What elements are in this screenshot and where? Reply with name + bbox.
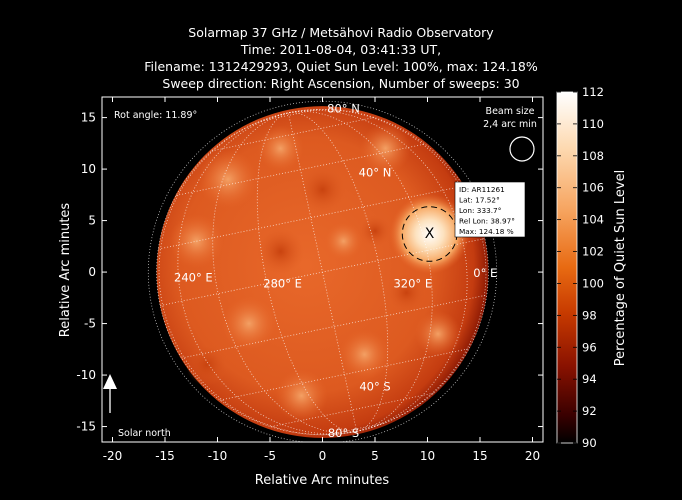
active-region-marker: X	[425, 226, 435, 242]
y-tick-label: -5	[84, 317, 96, 331]
y-tick-label: 10	[81, 162, 96, 176]
y-tick-label: 15	[81, 111, 96, 125]
disk-texture-blob	[387, 273, 426, 312]
grid-label: 280° E	[263, 277, 302, 291]
x-tick-label: 0	[319, 449, 327, 463]
grid-label: 320° E	[393, 277, 432, 291]
colorbar-tick-label: 106	[582, 181, 604, 195]
x-tick-label: -15	[155, 449, 175, 463]
solar-north-arrow	[103, 374, 117, 413]
grid-label: 40° N	[359, 165, 392, 179]
grid-label: 80° S	[328, 426, 359, 440]
longitude-line	[256, 112, 357, 433]
y-axis-label: Relative Arc minutes	[58, 203, 73, 338]
info-line-rel-lon: Rel Lon: 38.97°	[459, 217, 515, 226]
limb-line	[156, 108, 489, 436]
y-tick-label: 5	[88, 214, 96, 228]
longitude-line	[212, 112, 357, 434]
x-tick-label: -5	[264, 449, 276, 463]
grid-label: 0° E	[473, 266, 497, 280]
colorbar-tick-label: 90	[582, 436, 597, 450]
latitude-line	[220, 348, 470, 401]
y-tick-label: -15	[76, 420, 96, 434]
x-axis: -20 -15 -10 -5 0 5 10 15 20	[103, 97, 540, 463]
x-tick-label: 15	[472, 449, 487, 463]
x-tick-label: -20	[103, 449, 123, 463]
colorbar-tick-label: 108	[582, 149, 604, 163]
solar-disk-layer: X 80° N 40° N 40° S 80° S 240° E 280° E 320° E…	[147, 100, 498, 442]
y-axis: -15 -10 -5 0 5 10 15	[76, 111, 543, 434]
disk-texture-blob	[198, 149, 258, 209]
info-line-id: ID: AR11261	[459, 185, 505, 194]
title-line: Solarmap 37 GHz / Metsähovi Radio Observ…	[188, 25, 494, 40]
colorbar-axis: 90 92 94 96 98 100 102 104 106 108 110 112	[557, 85, 604, 450]
colorbar-tick-label: 92	[582, 404, 597, 418]
disk-texture-blob	[299, 166, 346, 213]
disk-texture-blob	[360, 123, 411, 174]
x-tick-label: 10	[420, 449, 435, 463]
colorbar-tick-label: 102	[582, 245, 604, 259]
x-tick-label: 5	[371, 449, 379, 463]
disk-texture-blob	[275, 369, 328, 422]
limb-outer-line	[147, 100, 498, 442]
disk-texture-blob	[257, 125, 304, 172]
grid-label: 40° S	[359, 380, 390, 394]
disk-texture-blob	[414, 310, 462, 357]
colorbar-tick-label: 98	[582, 308, 597, 322]
disk-texture-blob	[221, 296, 277, 351]
colorbar-tick-label: 112	[582, 85, 604, 99]
longitude-line	[288, 110, 433, 432]
disk-texture	[169, 123, 462, 422]
title-line: Sweep direction: Right Ascension, Number…	[162, 76, 520, 91]
grid-label: 240° E	[174, 270, 213, 284]
info-line-lat: Lat: 17.52°	[459, 196, 500, 205]
title-line: Filename: 1312429293, Quiet Sun Level: 1…	[144, 59, 538, 74]
x-axis-label: Relative Arc minutes	[255, 473, 390, 488]
disk-texture-blob	[339, 329, 390, 380]
beam-size-label: Beam size	[486, 106, 535, 117]
title-line: Time: 2011-08-04, 03:41:33 UT,	[240, 42, 442, 57]
colorbar-tick-label: 110	[582, 117, 604, 131]
longitude-line	[288, 109, 487, 432]
solar-north-label: Solar north	[118, 428, 171, 439]
beam-size-value: 2,4 arc min	[483, 119, 537, 130]
beam-size-circle	[509, 136, 535, 162]
colorbar-tick-label: 100	[582, 276, 604, 290]
disk-texture-blob	[186, 343, 228, 386]
disk-texture-blob	[324, 222, 363, 261]
active-region-glow	[389, 194, 470, 274]
info-line-max: Max: 124.18 %	[459, 227, 514, 236]
colorbar-label: Percentage of Quiet Sun Level	[613, 170, 628, 366]
y-tick-label: -10	[76, 368, 96, 382]
colorbar-tick-label: 104	[582, 213, 604, 227]
rot-angle-label: Rot angle: 11.89°	[114, 110, 197, 121]
x-tick-label: -10	[208, 449, 228, 463]
longitude-line	[288, 112, 389, 432]
disk-texture-blob	[359, 215, 391, 247]
chart-title: Solarmap 37 GHz / Metsähovi Radio Observ…	[0, 24, 682, 92]
disk-texture-blob	[257, 228, 304, 275]
active-region-info-box: ID: AR11261 Lat: 17.52° Lon: 333.7° Rel …	[454, 181, 526, 238]
longitude-line	[287, 112, 358, 432]
colorbar	[556, 91, 578, 444]
grid-label: 80° N	[327, 101, 360, 115]
x-tick-label: 20	[525, 449, 540, 463]
info-line-lon: Lon: 333.7°	[459, 206, 501, 215]
longitude-line	[288, 109, 468, 432]
heliographic-grid	[147, 100, 498, 442]
longitude-line	[177, 112, 357, 435]
longitude-line	[158, 112, 357, 436]
colorbar-tick-label: 96	[582, 340, 597, 354]
grid-labels: 80° N 40° N 40° S 80° S 240° E 280° E 320° E 0°…	[174, 101, 497, 439]
colorbar-tick-label: 94	[582, 372, 597, 386]
y-tick-label: 0	[88, 265, 96, 279]
